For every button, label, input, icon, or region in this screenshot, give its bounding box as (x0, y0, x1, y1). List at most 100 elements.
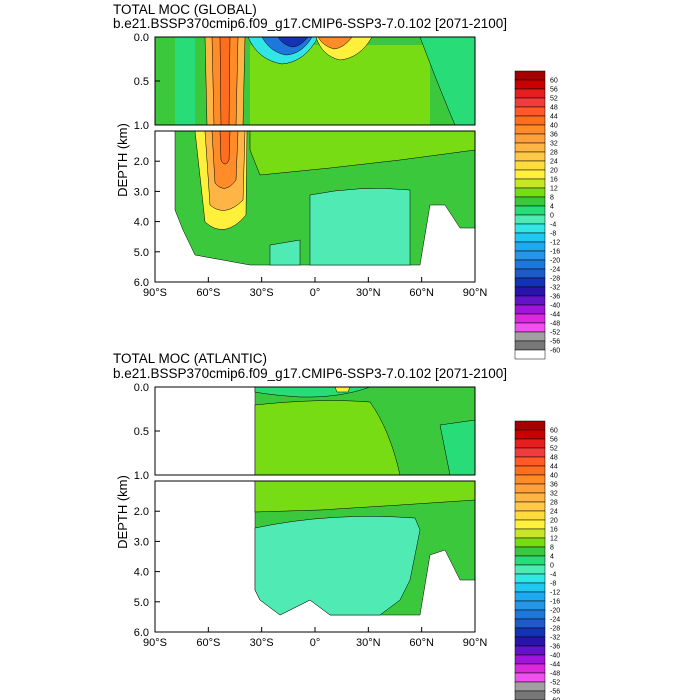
colorbar-swatch (514, 142, 546, 153)
colorbar-swatch (514, 241, 546, 252)
colorbar-swatch (514, 304, 546, 315)
colorbar-label: -40 (550, 653, 560, 660)
colorbar-label: -20 (550, 608, 560, 615)
colorbar-swatch (514, 690, 546, 700)
x-tick-label: 60°S (196, 637, 220, 649)
colorbar-swatch (514, 465, 546, 476)
colorbar-label: 60 (550, 428, 558, 435)
colorbar-label: 40 (550, 473, 558, 480)
colorbar-swatch (514, 645, 546, 656)
colorbar-swatch (514, 636, 546, 647)
panel-global: TOTAL MOC (GLOBAL) b.e21.BSSP370cmip6.f0… (113, 2, 507, 299)
colorbar-label: -52 (550, 680, 560, 687)
colorbar-label: 44 (550, 114, 558, 121)
field-neg-core (277, 37, 309, 48)
y-tick-label: 5.0 (134, 597, 149, 609)
colorbar: 60565248444036322824201612840-4-8-12-16-… (514, 70, 560, 360)
y-axis-label: DEPTH (km) (115, 475, 130, 549)
colorbar-swatch (514, 600, 546, 611)
colorbar-label: 56 (550, 437, 558, 444)
x-tick-label: 60°N (409, 637, 434, 649)
field-pos-core (317, 37, 353, 50)
axis-ticks: 90°S 60°S 30°S 0° 30°N 60°N 90°N 0.0 0.5 1.0 2.0 3.… (134, 32, 488, 299)
x-tick-label: 30°S (250, 637, 274, 649)
colorbar-swatch (514, 115, 546, 126)
colorbar-label: 40 (550, 123, 558, 130)
colorbar-label: 16 (550, 177, 558, 184)
axis-ticks: 90°S 60°S 30°S 0° 30°N 60°N 90°N 0.0 0.5 1.0 2.0 3.… (134, 382, 488, 649)
colorbar-swatch (514, 286, 546, 297)
colorbar-label: -52 (550, 330, 560, 337)
y-tick-label: 0.0 (134, 32, 149, 44)
colorbar-label: -28 (550, 276, 560, 283)
colorbar-label: -16 (550, 249, 560, 256)
chart-title: TOTAL MOC (ATLANTIC) (113, 351, 267, 366)
colorbar-label: -44 (550, 662, 560, 669)
y-tick-label: 4.0 (134, 567, 149, 579)
y-tick-label: 0.5 (134, 426, 149, 438)
field-pos-lower (254, 481, 475, 513)
colorbar-label: 4 (550, 204, 554, 211)
field-left-green (175, 37, 195, 125)
colorbar-label: -20 (550, 258, 560, 265)
colorbar-swatch (514, 492, 546, 503)
colorbar-label: 36 (550, 132, 558, 139)
colorbar-label: -48 (550, 671, 560, 678)
y-tick-label: 5.0 (134, 247, 149, 259)
colorbar-label: -24 (550, 267, 560, 274)
field-neg-deep (309, 188, 411, 266)
colorbar-swatch (514, 331, 546, 342)
field-pos-upper (254, 400, 401, 475)
colorbar-label: 44 (550, 464, 558, 471)
colorbar-label: -32 (550, 285, 560, 292)
colorbar-swatch (514, 214, 546, 225)
colorbar-swatch (514, 277, 546, 288)
colorbar-swatch (514, 591, 546, 602)
colorbar-swatch (514, 205, 546, 216)
x-tick-label: 30°S (250, 287, 274, 299)
colorbar-swatch (514, 322, 546, 333)
colorbar-swatch (514, 124, 546, 135)
colorbar-label: -16 (550, 599, 560, 606)
y-tick-label: 1.0 (134, 470, 149, 482)
colorbar-swatch (514, 259, 546, 270)
colorbar-label: -60 (550, 348, 560, 355)
colorbar-label: 20 (550, 168, 558, 175)
chart-subtitle: b.e21.BSSP370cmip6.f09_g17.CMIP6-SSP3-7.… (113, 366, 507, 381)
colorbar-label: 36 (550, 482, 558, 489)
colorbar-swatch (514, 609, 546, 620)
colorbar-swatch (514, 429, 546, 440)
field-neg-deep-left (269, 239, 301, 266)
colorbar-label: 0 (550, 563, 554, 570)
colorbar-swatch (514, 169, 546, 180)
colorbar-swatch (514, 97, 546, 108)
colorbar-swatch (514, 178, 546, 189)
colorbar-label: 4 (550, 554, 554, 561)
colorbar-label: 8 (550, 195, 554, 202)
colorbar-swatch (514, 187, 546, 198)
x-tick-label: 60°N (409, 287, 434, 299)
colorbar-swatch (514, 420, 546, 431)
colorbar-label: 20 (550, 518, 558, 525)
colorbar-swatch (514, 313, 546, 324)
colorbar-swatch (514, 151, 546, 162)
colorbar-swatch (514, 70, 546, 81)
x-tick-label: 90°S (143, 287, 167, 299)
colorbar-swatch (514, 456, 546, 467)
colorbar-label: -40 (550, 303, 560, 310)
chart-subtitle: b.e21.BSSP370cmip6.f09_g17.CMIP6-SSP3-7.… (113, 16, 507, 31)
colorbar-swatch (514, 268, 546, 279)
colorbar-swatch (514, 160, 546, 171)
colorbar-swatch (514, 564, 546, 575)
x-tick-label: 30°N (356, 287, 381, 299)
colorbar-label: -44 (550, 312, 560, 319)
colorbar-label: 28 (550, 500, 558, 507)
colorbar-swatch (514, 88, 546, 99)
colorbar-swatch (514, 573, 546, 584)
colorbar-swatch (514, 295, 546, 306)
colorbar-swatch (514, 555, 546, 566)
colorbar-swatch (514, 133, 546, 144)
colorbar-label: -36 (550, 644, 560, 651)
x-tick-label: 0° (310, 287, 321, 299)
colorbar-label: 32 (550, 141, 558, 148)
